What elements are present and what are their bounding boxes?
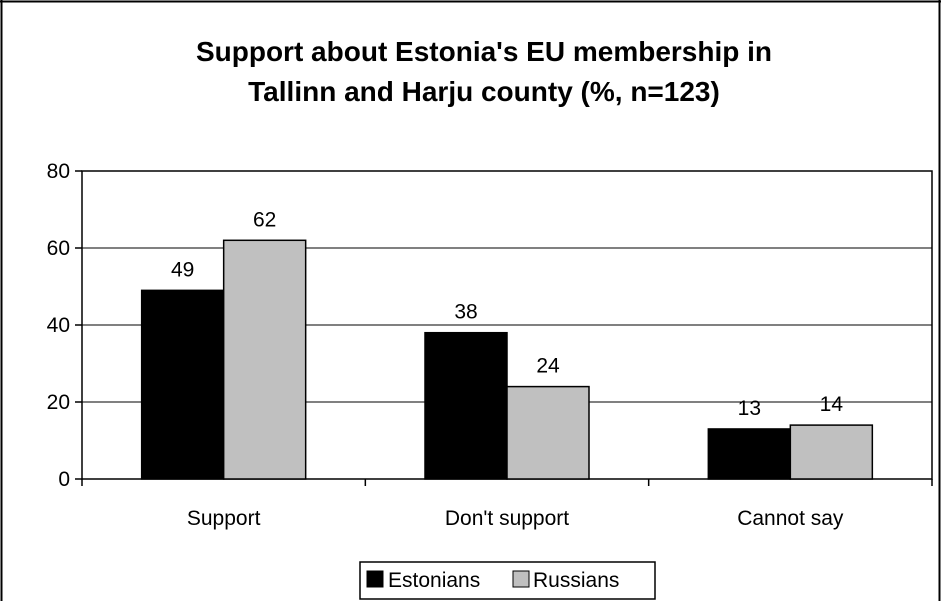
bar-russians-0: [222, 239, 307, 480]
bar-estonians-2: [707, 428, 792, 480]
x-category-label-0: Support: [187, 507, 261, 530]
data-label-russians-0: 62: [253, 208, 276, 231]
chart-title-line-1: Support about Estonia's EU membership in: [196, 36, 772, 67]
y-tick-label-80: 80: [47, 160, 70, 183]
x-category-label-1: Don't support: [445, 507, 569, 530]
bar-russians-2: [789, 424, 874, 480]
y-tick-label-0: 0: [58, 468, 70, 491]
y-tick-label-40: 40: [47, 314, 70, 337]
data-label-estonians-2: 13: [738, 397, 761, 420]
legend-label-russians: Russians: [533, 569, 619, 592]
plot-area: 0 20 40 60 80 49 62 Support 38 24 Don't support 13 1…: [47, 160, 933, 530]
bar-russians-1: [506, 385, 590, 480]
x-category-label-2: Cannot say: [737, 507, 844, 530]
y-tick-label-60: 60: [47, 237, 70, 260]
chart-title-line-2: Tallinn and Harju county (%, n=123): [248, 76, 720, 107]
data-label-russians-2: 14: [820, 393, 844, 416]
data-label-estonians-1: 38: [454, 301, 477, 324]
legend-label-estonians: Estonians: [388, 569, 480, 592]
legend-swatch-estonians: [366, 570, 384, 588]
y-tick-label-20: 20: [47, 391, 70, 414]
bar-estonians-1: [424, 331, 508, 480]
data-label-estonians-0: 49: [171, 258, 194, 281]
legend-box: [359, 561, 656, 600]
bar-estonians-0: [140, 289, 225, 480]
legend: Estonians Russians: [359, 561, 656, 600]
legend-swatch-russians: [512, 570, 530, 588]
data-label-russians-1: 24: [536, 355, 560, 378]
